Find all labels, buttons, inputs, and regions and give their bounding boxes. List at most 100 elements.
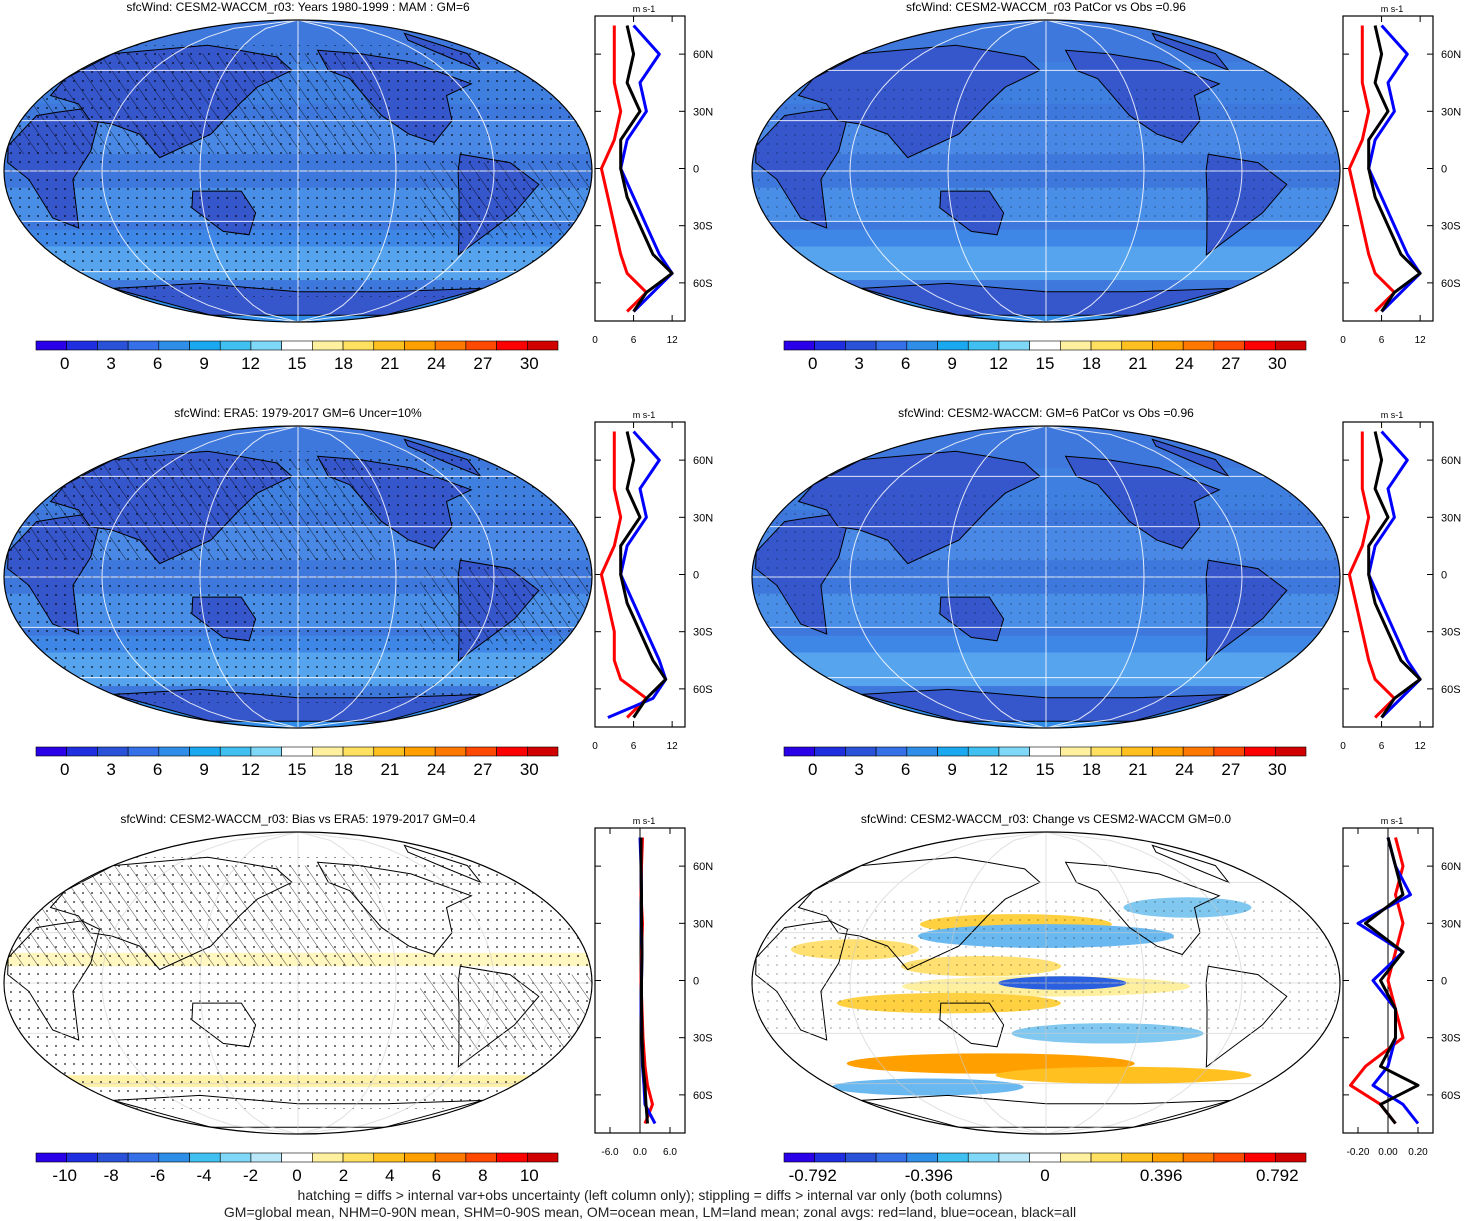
x-tick-label: -6.0 bbox=[601, 1147, 619, 1158]
colorbar-segment bbox=[250, 746, 282, 757]
all-line bbox=[639, 837, 649, 1124]
y-tick-label: 60S bbox=[1441, 278, 1461, 290]
colorbar-label: 15 bbox=[1036, 354, 1055, 373]
colorbar-segment bbox=[1090, 340, 1123, 351]
colorbar-segment bbox=[434, 340, 467, 351]
continent bbox=[1151, 844, 1231, 884]
colorbar-segment bbox=[373, 1152, 405, 1163]
colorbar-label: -4 bbox=[197, 1166, 212, 1185]
panel-title: sfcWind: CESM2-WACCM: GM=6 PatCor vs Obs… bbox=[898, 406, 1194, 420]
y-tick-label: 0 bbox=[1441, 164, 1447, 176]
map-border bbox=[751, 425, 1341, 729]
panel-era5: sfcWind: ERA5: 1979-2017 GM=6 Uncer=10% … bbox=[0, 406, 740, 811]
y-tick-label: 30S bbox=[1441, 1033, 1461, 1045]
colorbar-segment bbox=[998, 746, 1030, 757]
y-tick-label: 0 bbox=[693, 570, 699, 582]
map-border bbox=[3, 831, 593, 1135]
colorbar-label: 15 bbox=[288, 760, 307, 779]
hatching bbox=[4, 459, 380, 561]
meridian bbox=[1045, 425, 1145, 729]
colorbar-segment bbox=[875, 1152, 908, 1163]
y-tick-label: 60S bbox=[1441, 1090, 1461, 1102]
colorbar-segment bbox=[66, 746, 98, 757]
colorbar-segment bbox=[1152, 340, 1184, 351]
x-tick-label: 6 bbox=[631, 335, 637, 346]
ocean-line bbox=[1356, 837, 1420, 1125]
hatching bbox=[420, 568, 592, 645]
colorbar-segment bbox=[906, 340, 938, 351]
colorbar-segment bbox=[97, 1152, 129, 1163]
colorbar-segment bbox=[814, 340, 846, 351]
land-line bbox=[599, 431, 648, 719]
all-line bbox=[619, 431, 668, 719]
colorbar-label: 4 bbox=[385, 1166, 394, 1185]
colorbar-label: 12 bbox=[241, 760, 260, 779]
colorbar-label: 27 bbox=[1221, 354, 1240, 373]
x-tick-label: 0 bbox=[1340, 335, 1346, 346]
panel-bias: sfcWind: CESM2-WACCM_r03: Bias vs ERA5: … bbox=[0, 812, 740, 1217]
colorbar-segment bbox=[250, 340, 282, 351]
panel-title: sfcWind: CESM2-WACCM_r03 PatCor vs Obs =… bbox=[906, 0, 1186, 14]
colorbar-segment bbox=[1213, 340, 1245, 351]
colorbar-label: 0.396 bbox=[1140, 1166, 1183, 1185]
colorbar: -10 -8 -6 -4 -2 0 2 4 6 8 10 bbox=[35, 1152, 559, 1185]
colorbar-segment bbox=[189, 746, 221, 757]
map-border bbox=[751, 831, 1341, 1135]
panel-model-r03: sfcWind: CESM2-WACCM_r03: Years 1980-199… bbox=[0, 0, 740, 405]
y-tick-label: 30S bbox=[1441, 627, 1461, 639]
zonal-average-plot: m s-1 -6.0 0.0 6.0 60N 30N 0 30S 60S bbox=[594, 816, 713, 1158]
x-tick-label: 0.0 bbox=[633, 1147, 647, 1158]
colorbar-segment bbox=[342, 746, 375, 757]
colorbar-label: 18 bbox=[334, 354, 353, 373]
graticule bbox=[4, 19, 592, 323]
x-tick-label: 0 bbox=[1340, 741, 1346, 752]
colorbar-segment bbox=[875, 746, 908, 757]
caption-line-2: GM=global mean, NHM=0-90N mean, SHM=0-90… bbox=[223, 1204, 1077, 1220]
x-tick-label: 0.20 bbox=[1408, 1147, 1428, 1158]
map-border bbox=[3, 425, 593, 729]
robinson-map bbox=[751, 19, 1341, 323]
colorbar-segment bbox=[1213, 1152, 1245, 1163]
colorbar-label: -0.792 bbox=[789, 1166, 837, 1185]
colorbar-label: 18 bbox=[1082, 760, 1101, 779]
colorbar-segment bbox=[1060, 746, 1092, 757]
colorbar-label: 30 bbox=[520, 760, 539, 779]
units-label: m s-1 bbox=[1381, 410, 1404, 420]
colorbar-label: 24 bbox=[427, 760, 446, 779]
colorbar-segment bbox=[1182, 340, 1215, 351]
meridian bbox=[297, 19, 397, 323]
colorbar-segment bbox=[1182, 746, 1215, 757]
x-tick-label: 12 bbox=[667, 741, 679, 752]
meridian bbox=[1045, 19, 1145, 323]
meridian bbox=[297, 425, 397, 729]
colorbar-label: 6 bbox=[901, 760, 910, 779]
colorbar-segment bbox=[845, 340, 877, 351]
zonal-average-plot: m s-1 0 6 12 60N 30N 0 30S 60S bbox=[592, 4, 713, 346]
colorbar-segment bbox=[281, 746, 313, 757]
y-tick-label: 60S bbox=[693, 1090, 713, 1102]
units-label: m s-1 bbox=[1381, 816, 1404, 826]
colorbar-segment bbox=[189, 340, 221, 351]
colorbar-segment bbox=[434, 1152, 467, 1163]
meridian bbox=[199, 831, 299, 1135]
colorbar-label: 6 bbox=[901, 354, 910, 373]
colorbar: 0 3 6 9 12 15 18 21 24 27 30 bbox=[35, 340, 559, 373]
meridian bbox=[297, 831, 397, 1135]
colorbar-segment bbox=[1244, 746, 1276, 757]
y-tick-label: 0 bbox=[1441, 976, 1447, 988]
colorbar-segment bbox=[967, 340, 1000, 351]
graticule bbox=[752, 425, 1340, 729]
y-tick-label: 60S bbox=[693, 278, 713, 290]
hatching bbox=[420, 974, 592, 1051]
colorbar-segment bbox=[97, 340, 129, 351]
colorbar-label: 0 bbox=[808, 760, 817, 779]
y-tick-label: 30N bbox=[693, 512, 713, 524]
y-tick-label: 30S bbox=[693, 221, 713, 233]
colorbar-segment bbox=[404, 340, 436, 351]
meridian bbox=[101, 831, 299, 1135]
colorbar-label: 12 bbox=[241, 354, 260, 373]
colorbar-segment bbox=[1029, 340, 1061, 351]
colorbar-segment bbox=[1029, 1152, 1061, 1163]
colorbar: 0 3 6 9 12 15 18 21 24 27 30 bbox=[783, 746, 1307, 779]
units-label: m s-1 bbox=[633, 4, 656, 14]
